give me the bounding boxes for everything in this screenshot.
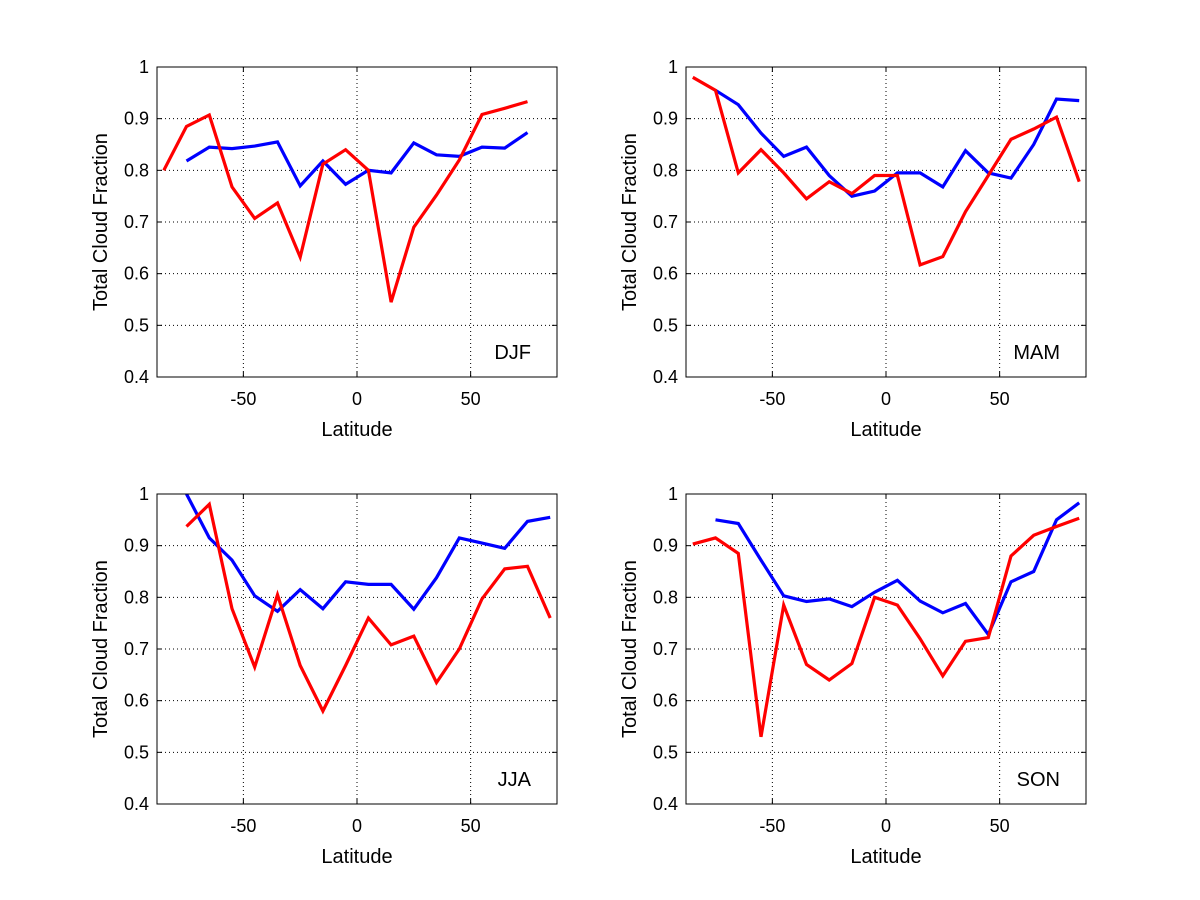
y-tick-label: 0.4 xyxy=(124,794,149,814)
x-axis-label: Latitude xyxy=(321,846,392,868)
panel-label: MAM xyxy=(1013,342,1060,364)
series-line-blue xyxy=(715,501,1081,638)
chart-panel-mam: -50 0 50 0.4 0.5 0.6 0.7 0.8 0.9 1 MAM Latitude Tota… xyxy=(619,57,1087,441)
x-axis-label: Latitude xyxy=(321,419,392,441)
y-tick-label: 0.6 xyxy=(124,264,149,284)
x-axis-label: Latitude xyxy=(850,846,921,868)
x-tick-label: 50 xyxy=(461,389,481,409)
y-tick-label: 0.5 xyxy=(653,742,678,762)
y-tick-label: 0.8 xyxy=(124,587,149,607)
y-tick-label: 0.5 xyxy=(124,315,149,335)
y-tick-label: 0.6 xyxy=(124,691,149,711)
y-tick-label: 0.9 xyxy=(124,109,149,129)
x-tick-label: -50 xyxy=(230,816,256,836)
x-axis-label: Latitude xyxy=(850,419,921,441)
y-tick-label: 1 xyxy=(139,57,149,77)
x-tick-label: 50 xyxy=(990,816,1010,836)
series-line-blue xyxy=(714,88,1080,198)
y-tick-label: 0.7 xyxy=(653,212,678,232)
y-tick-label: 0.6 xyxy=(653,691,678,711)
series-line-red xyxy=(162,100,528,303)
y-tick-label: 0.5 xyxy=(124,742,149,762)
y-tick-label: 0.8 xyxy=(653,587,678,607)
y-tick-label: 0.8 xyxy=(653,160,678,180)
y-tick-label: 1 xyxy=(139,484,149,504)
y-axis-label: Total Cloud Fraction xyxy=(619,560,641,738)
y-tick-label: 0.7 xyxy=(124,212,149,232)
chart-panel-jja: -50 0 50 0.4 0.5 0.6 0.7 0.8 0.9 1 JJA Latitude Tota… xyxy=(90,484,558,868)
series-line-red xyxy=(692,75,1081,268)
y-tick-label: 0.4 xyxy=(124,367,149,387)
x-tick-label: 50 xyxy=(461,816,481,836)
y-tick-label: 0.7 xyxy=(653,639,678,659)
series-line-blue xyxy=(185,131,529,189)
series-line-blue xyxy=(185,494,551,614)
x-tick-label: 0 xyxy=(352,389,362,409)
y-tick-label: 1 xyxy=(668,57,678,77)
x-tick-label: 0 xyxy=(881,816,891,836)
axes-box xyxy=(685,66,1087,378)
y-tick-label: 0.6 xyxy=(653,264,678,284)
y-tick-label: 0.4 xyxy=(653,367,678,387)
y-tick-label: 0.7 xyxy=(124,639,149,659)
x-tick-label: 0 xyxy=(881,389,891,409)
y-tick-label: 0.4 xyxy=(653,794,678,814)
y-tick-label: 0.5 xyxy=(653,315,678,335)
y-tick-label: 0.9 xyxy=(124,536,149,556)
y-axis-label: Total Cloud Fraction xyxy=(90,133,112,311)
chart-panel-djf: -50 0 50 0.4 0.5 0.6 0.7 0.8 0.9 1 DJF Latitude Tota… xyxy=(90,57,558,441)
axes-box xyxy=(156,66,558,378)
y-tick-label: 0.8 xyxy=(124,160,149,180)
y-axis-label: Total Cloud Fraction xyxy=(619,133,641,311)
chart-panel-son: -50 0 50 0.4 0.5 0.6 0.7 0.8 0.9 1 SON Latitude Tota… xyxy=(619,484,1087,868)
y-tick-label: 0.9 xyxy=(653,109,678,129)
axes-box xyxy=(156,493,558,805)
axes-box xyxy=(685,493,1087,805)
x-tick-label: -50 xyxy=(759,816,785,836)
x-tick-label: -50 xyxy=(230,389,256,409)
series-line-red xyxy=(185,501,552,715)
y-axis-label: Total Cloud Fraction xyxy=(90,560,112,738)
panel-label: DJF xyxy=(494,342,531,364)
y-tick-label: 0.9 xyxy=(653,536,678,556)
x-tick-label: -50 xyxy=(759,389,785,409)
panel-label: JJA xyxy=(498,769,532,791)
y-tick-label: 1 xyxy=(668,484,678,504)
x-tick-label: 50 xyxy=(990,389,1010,409)
panel-label: SON xyxy=(1017,769,1060,791)
series-line-red xyxy=(692,516,1080,738)
x-tick-label: 0 xyxy=(352,816,362,836)
